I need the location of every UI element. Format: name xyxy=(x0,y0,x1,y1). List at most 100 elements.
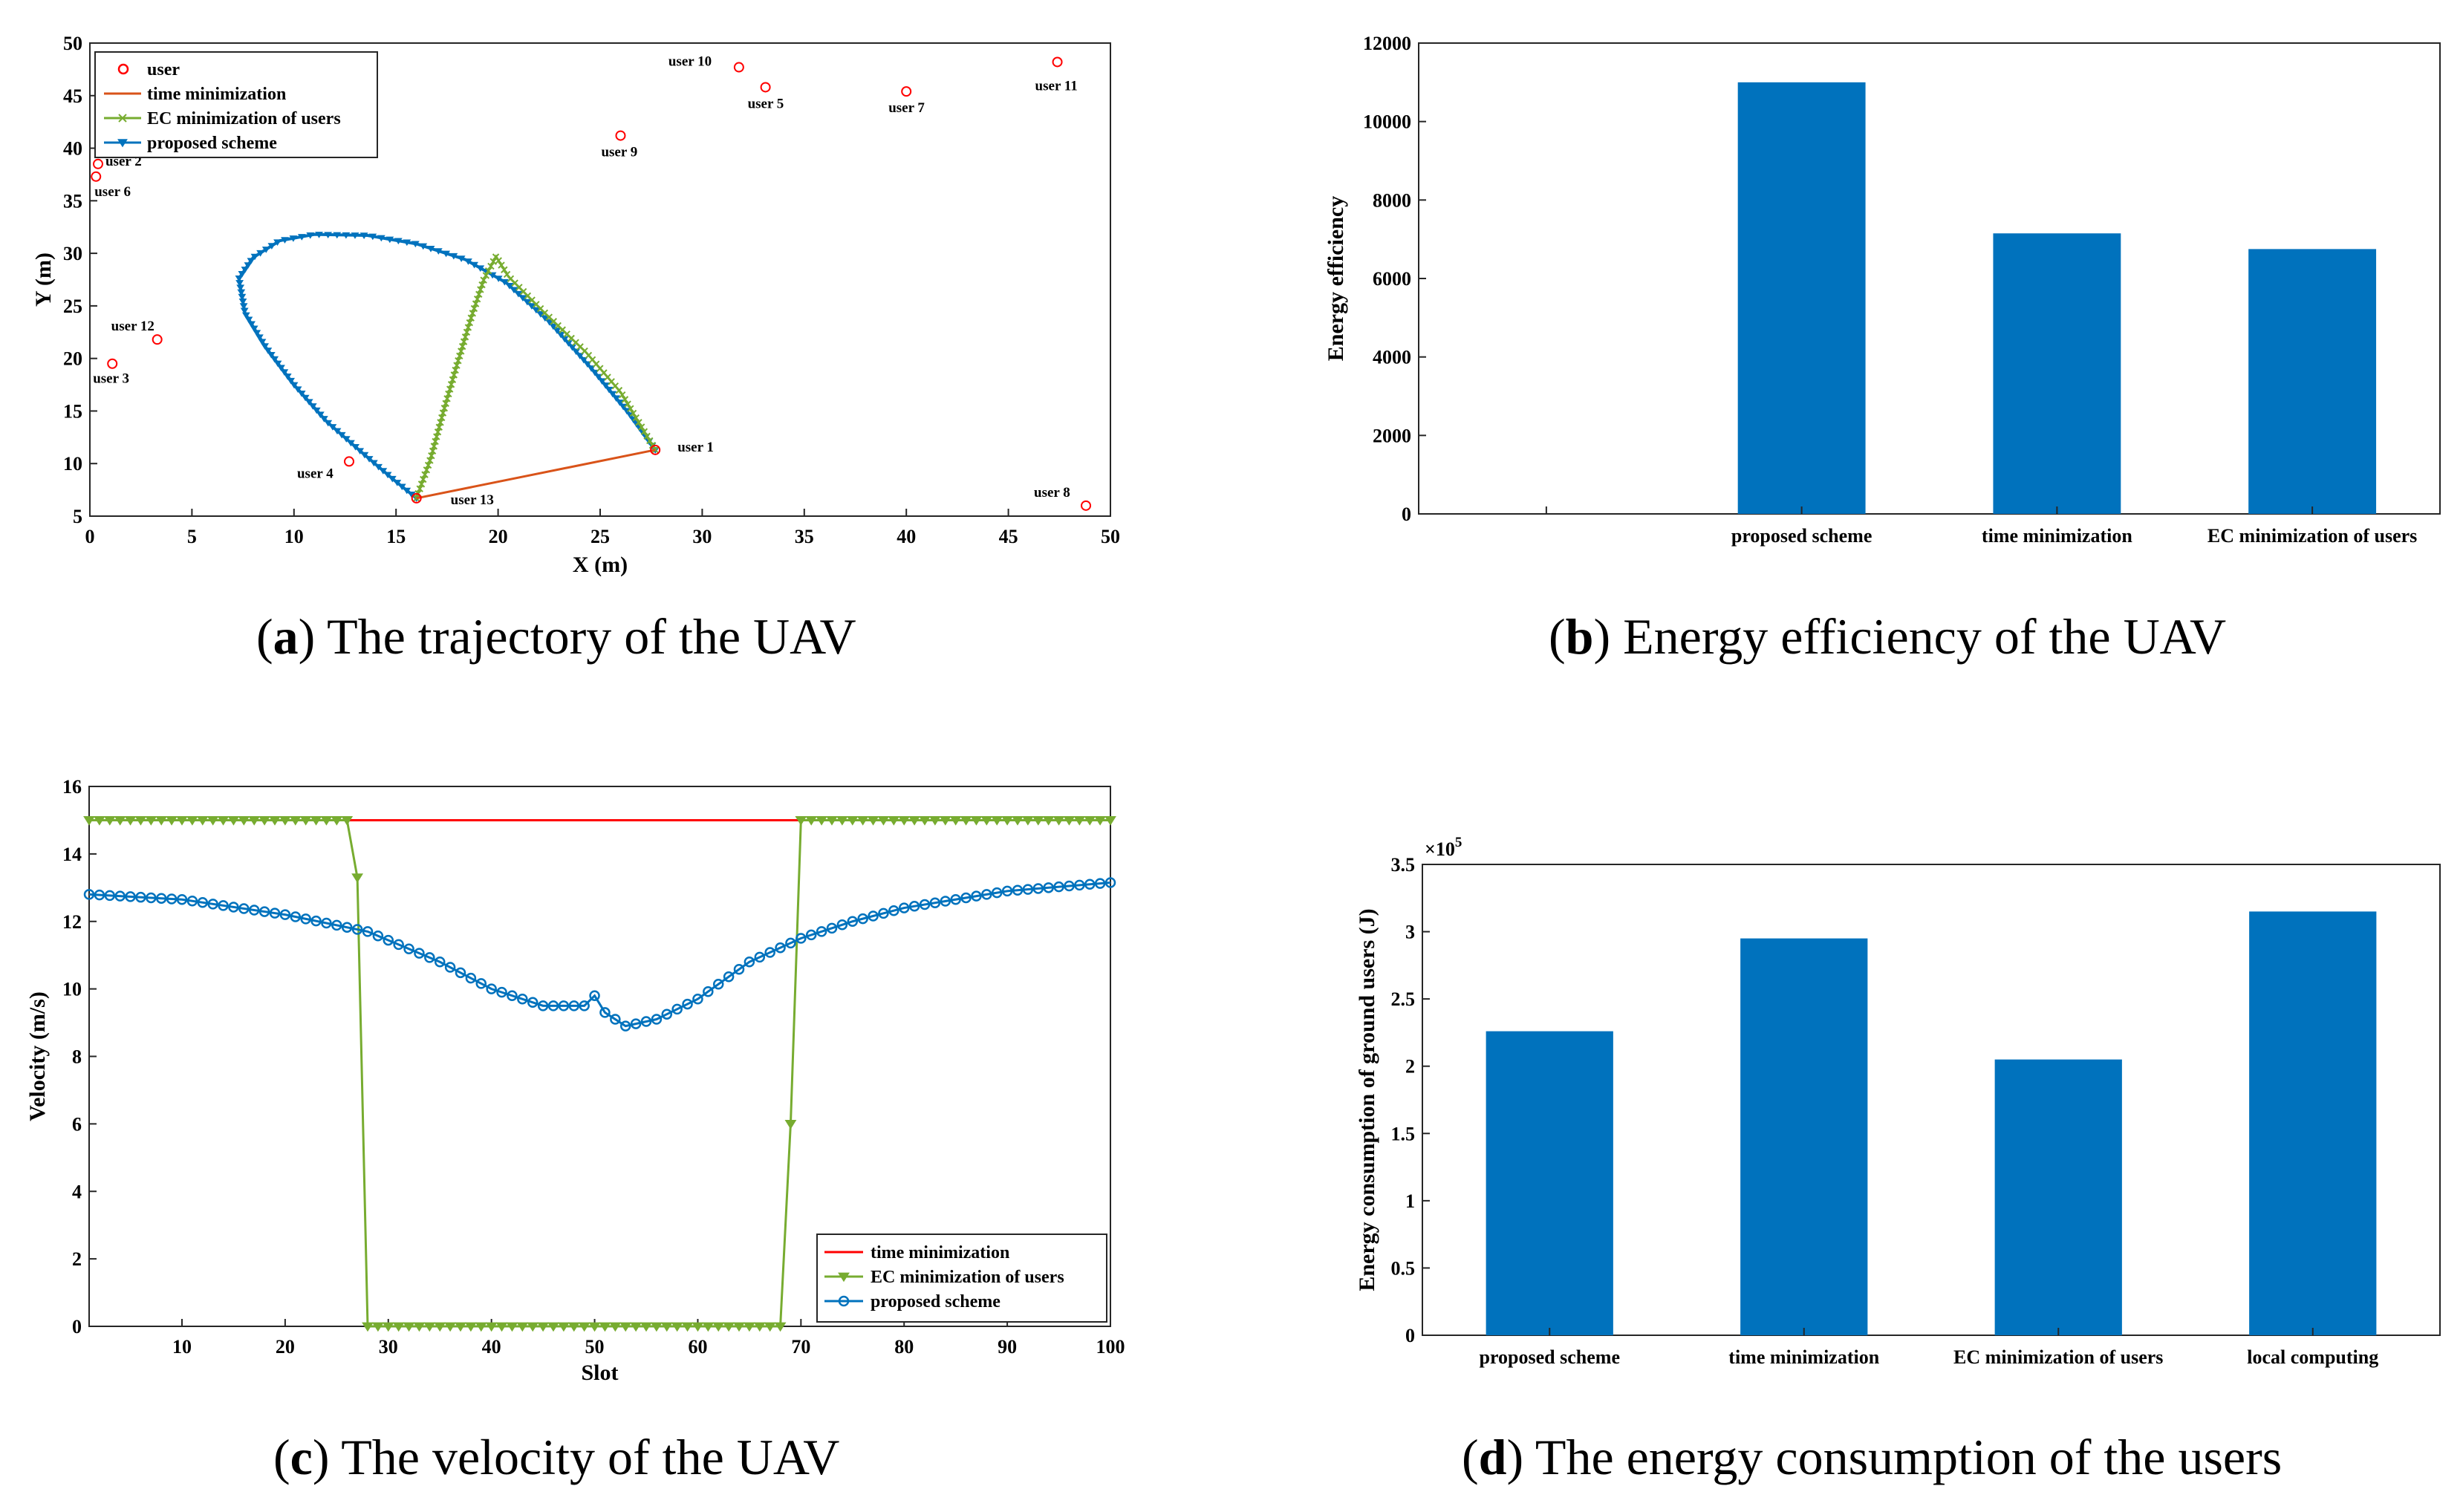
c-series-proposed-scheme-marker xyxy=(300,913,311,925)
d-xtick-label-ec-minimization-of-users: EC minimization of users xyxy=(1953,1346,2163,1368)
a-series-proposed-scheme-marker xyxy=(333,428,342,435)
a-series-proposed-scheme-marker xyxy=(403,239,411,247)
a-user-11-label: user 11 xyxy=(1035,78,1078,94)
c-xaxis-label: Slot xyxy=(581,1361,618,1385)
a-series-proposed-scheme-marker xyxy=(494,276,503,282)
a-series-ec-minimization-of-users-marker xyxy=(646,437,654,445)
c-ytick-label: 2 xyxy=(72,1248,82,1270)
c-series-ec-minimization-of-users-marker xyxy=(1001,816,1014,826)
a-series-proposed-scheme-marker xyxy=(605,386,614,394)
a-series-ec-minimization-of-users-marker xyxy=(478,281,486,289)
a-series-ec-minimization-of-users-marker xyxy=(619,391,626,399)
c-series-proposed-scheme-marker xyxy=(836,919,848,931)
c-series-ec-minimization-of-users-marker xyxy=(145,816,157,826)
c-series-ec-minimization-of-users-marker xyxy=(640,1322,652,1332)
a-user-9-marker xyxy=(615,130,626,141)
a-user-8-marker xyxy=(1081,500,1092,511)
c-series-proposed-scheme-marker xyxy=(290,911,302,922)
b-bar-ec-minimization-of-users xyxy=(2248,249,2377,514)
a-series-proposed-scheme-marker xyxy=(510,287,518,294)
c-series-proposed-scheme-marker xyxy=(775,942,786,954)
a-series-proposed-scheme-marker xyxy=(247,258,256,265)
c-xtick-label: 40 xyxy=(482,1336,501,1358)
c-series-ec-minimization-of-users-marker xyxy=(1063,816,1076,826)
a-ytick-label: 40 xyxy=(63,138,82,160)
a-series-proposed-scheme-marker xyxy=(587,365,596,372)
c-series-ec-minimization-of-users-marker xyxy=(134,816,147,826)
c-series-proposed-scheme-marker xyxy=(929,897,941,909)
c-series-ec-minimization-of-users-marker xyxy=(495,1322,508,1332)
c-series-ec-minimization-of-users-marker xyxy=(826,816,838,826)
a-xtick-label: 25 xyxy=(590,526,610,547)
c-yaxis-label: Velocity (m/s) xyxy=(25,991,50,1121)
c-series-ec-minimization-of-users-marker xyxy=(362,1322,374,1332)
a-series-ec-minimization-of-users-marker xyxy=(621,396,629,403)
a-series-ec-minimization-of-users-marker xyxy=(473,295,481,303)
c-series-proposed-scheme-marker xyxy=(383,934,394,946)
c-series-ec-minimization-of-users-marker xyxy=(753,1322,766,1332)
c-series-ec-minimization-of-users-marker xyxy=(351,873,364,883)
c-series-proposed-scheme-marker xyxy=(424,952,435,963)
c-series-ec-minimization-of-users-marker xyxy=(671,1322,683,1332)
a-series-ec-minimization-of-users-marker xyxy=(498,261,505,269)
a-series-ec-minimization-of-users-marker xyxy=(484,267,492,275)
a-series-proposed-scheme-marker xyxy=(280,369,289,376)
b-ytick-label: 4000 xyxy=(1373,347,1411,368)
a-series-ec-minimization-of-users-marker xyxy=(464,324,472,331)
a-ytick-label: 25 xyxy=(63,296,82,317)
c-series-proposed-scheme-marker xyxy=(155,893,167,904)
a-xtick-label: 50 xyxy=(1101,526,1120,547)
c-series-ec-minimization-of-users-marker xyxy=(464,1322,477,1332)
c-series-proposed-scheme-marker xyxy=(414,948,425,959)
c-series-ec-minimization-of-users-marker xyxy=(599,1322,611,1332)
c-series-ec-minimization-of-users-marker xyxy=(960,816,972,826)
c-series-proposed-scheme-marker xyxy=(248,905,260,916)
c-series-proposed-scheme-marker xyxy=(362,926,374,937)
a-series-proposed-scheme-marker xyxy=(470,261,478,269)
c-series-proposed-scheme-marker xyxy=(651,1014,663,1025)
c-series-ec-minimization-of-users-marker xyxy=(217,816,230,826)
c-series-ec-minimization-of-users-marker xyxy=(371,1322,384,1332)
a-series-proposed-scheme-marker xyxy=(464,258,472,265)
c-series-ec-minimization-of-users-marker xyxy=(980,816,993,826)
c-series-ec-minimization-of-users-marker xyxy=(485,1322,498,1332)
b-ytick-label: 6000 xyxy=(1373,268,1411,290)
c-series-proposed-scheme-marker xyxy=(393,939,404,951)
c-series-ec-minimization-of-users-marker xyxy=(1052,816,1065,826)
a-series-ec-minimization-of-users-marker xyxy=(458,348,465,355)
c-series-ec-minimization-of-users-marker xyxy=(176,816,188,826)
a-series-proposed-scheme-marker xyxy=(598,378,606,385)
c-series-ec-minimization-of-users-marker xyxy=(93,816,105,826)
a-series-proposed-scheme-marker xyxy=(368,233,377,241)
c-series-proposed-scheme-marker xyxy=(434,957,446,968)
c-series-proposed-scheme-marker xyxy=(661,1008,673,1020)
a-series-proposed-scheme-marker xyxy=(235,275,244,282)
a-user-5-marker xyxy=(760,82,771,93)
a-series-ec-minimization-of-users-marker xyxy=(445,390,452,398)
c-series-ec-minimization-of-users-marker xyxy=(269,816,281,826)
a-series-proposed-scheme-marker xyxy=(241,267,250,273)
b-ytick-label: 10000 xyxy=(1363,111,1411,133)
c-ytick-label: 0 xyxy=(72,1316,82,1337)
a-series-ec-minimization-of-users-marker xyxy=(627,405,634,412)
c-series-ec-minimization-of-users-marker xyxy=(299,816,312,826)
d-ytick-label: 3.5 xyxy=(1391,854,1416,876)
c-series-ec-minimization-of-users-marker xyxy=(248,816,261,826)
c-series-proposed-scheme-marker xyxy=(104,890,116,902)
c-series-proposed-scheme-marker xyxy=(186,896,198,907)
c-series-ec-minimization-of-users-marker xyxy=(867,816,879,826)
c-series-ec-minimization-of-users-marker xyxy=(557,1322,570,1332)
a-series-ec-minimization-of-users-marker xyxy=(438,414,446,422)
d-yaxis-label: Energy consumption of ground users (J) xyxy=(1355,908,1379,1291)
c-series-ec-minimization-of-users-marker xyxy=(846,816,859,826)
a-ytick-label: 35 xyxy=(63,190,82,212)
a-ytick-label: 15 xyxy=(63,400,82,422)
a-xtick-label: 45 xyxy=(999,526,1018,547)
a-xtick-label: 10 xyxy=(284,526,304,547)
a-series-ec-minimization-of-users-marker xyxy=(501,266,508,273)
a-series-proposed-scheme-marker xyxy=(273,239,282,247)
c-series-proposed-scheme-marker xyxy=(486,983,497,994)
a-series-ec-minimization-of-users-marker xyxy=(482,272,490,279)
c-series-proposed-scheme-marker xyxy=(537,1000,549,1011)
c-series-proposed-scheme-marker xyxy=(218,900,229,911)
